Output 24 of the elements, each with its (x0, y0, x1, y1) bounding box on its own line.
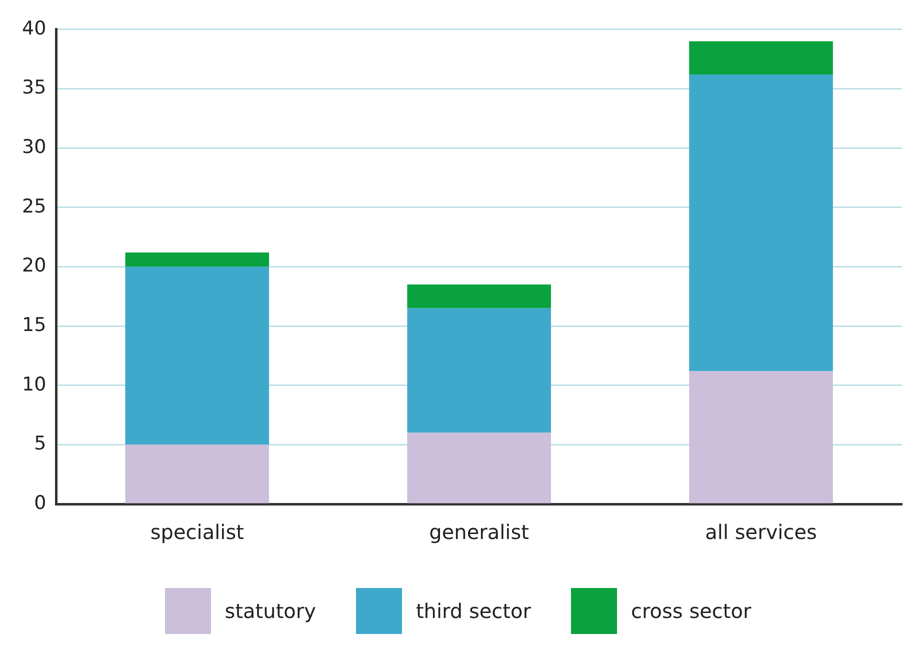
y-tick-label: 20 (22, 254, 46, 277)
y-tick-label: 15 (22, 314, 46, 336)
y-tick-label: 40 (22, 17, 46, 40)
x-tick-label: specialist (150, 520, 244, 544)
y-tick-label: 25 (22, 195, 46, 218)
bar (125, 266, 270, 445)
y-tick-label: 10 (22, 373, 46, 396)
bar (125, 252, 270, 267)
y-tick-label: 35 (22, 76, 46, 99)
bar (689, 74, 833, 372)
legend-label: statutory (224, 599, 316, 623)
y-tick-label: 0 (34, 492, 46, 514)
x-tick-label: all services (705, 520, 817, 544)
legend-label: cross sector (630, 599, 752, 623)
bar (125, 444, 270, 504)
x-tick-label: generalist (429, 520, 530, 544)
bar (689, 371, 833, 504)
bar (689, 41, 833, 74)
bar (407, 432, 551, 504)
y-tick-label: 5 (34, 432, 46, 455)
y-tick-label: 30 (22, 136, 46, 158)
bar (407, 284, 551, 308)
legend-label: third sector (416, 599, 531, 623)
bar (407, 308, 551, 433)
